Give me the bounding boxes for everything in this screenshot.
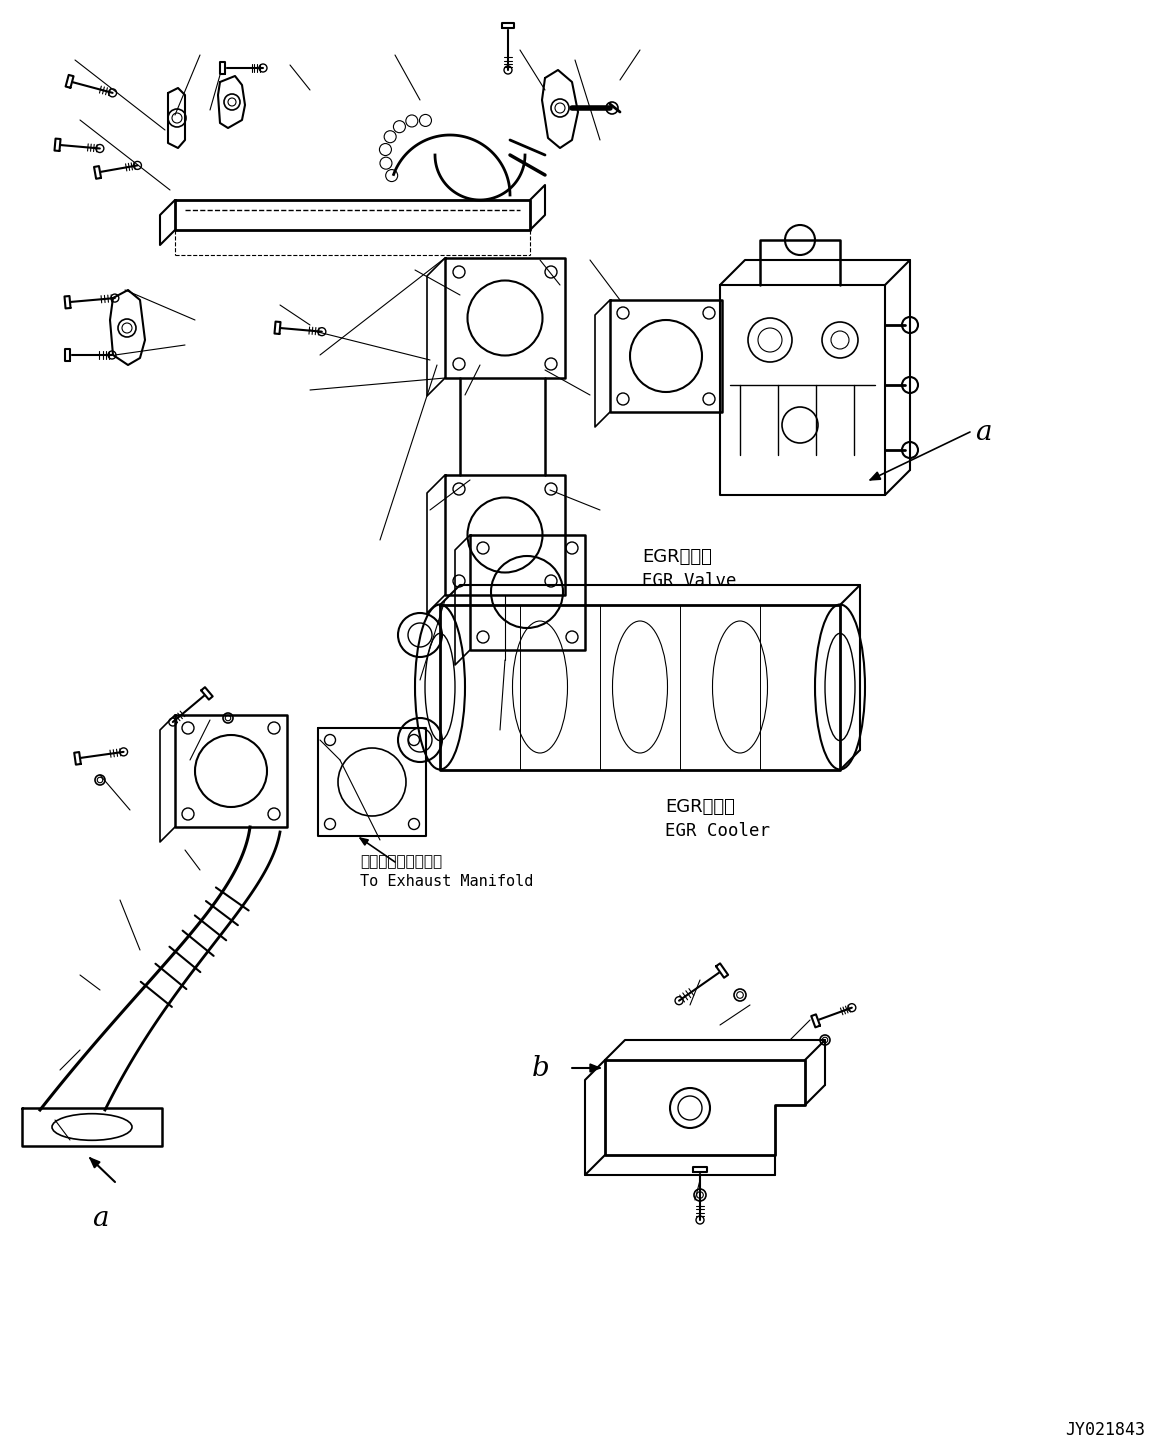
Polygon shape xyxy=(274,321,280,334)
Polygon shape xyxy=(95,167,102,178)
Text: JY021843: JY021843 xyxy=(1065,1420,1145,1439)
Text: EGR Valve: EGR Valve xyxy=(642,572,737,589)
Polygon shape xyxy=(220,62,225,74)
Text: EGRクーラ: EGRクーラ xyxy=(665,798,735,817)
Text: a: a xyxy=(975,418,992,446)
Text: EGR Cooler: EGR Cooler xyxy=(665,822,770,840)
Text: 排気マニホールドへ: 排気マニホールドへ xyxy=(360,854,443,869)
Polygon shape xyxy=(360,838,368,846)
Polygon shape xyxy=(65,75,74,88)
Polygon shape xyxy=(55,139,61,151)
Polygon shape xyxy=(590,1064,600,1072)
Polygon shape xyxy=(90,1158,100,1167)
Polygon shape xyxy=(716,963,728,977)
Text: EGRバルブ: EGRバルブ xyxy=(642,547,711,566)
Text: b: b xyxy=(533,1054,550,1082)
Polygon shape xyxy=(64,295,70,308)
Polygon shape xyxy=(812,1015,820,1027)
Polygon shape xyxy=(502,23,514,28)
Polygon shape xyxy=(870,472,881,479)
Polygon shape xyxy=(75,752,81,765)
Text: To Exhaust Manifold: To Exhaust Manifold xyxy=(360,875,534,889)
Polygon shape xyxy=(201,688,213,699)
Polygon shape xyxy=(65,349,70,361)
Polygon shape xyxy=(693,1167,707,1171)
Text: a: a xyxy=(92,1205,109,1232)
